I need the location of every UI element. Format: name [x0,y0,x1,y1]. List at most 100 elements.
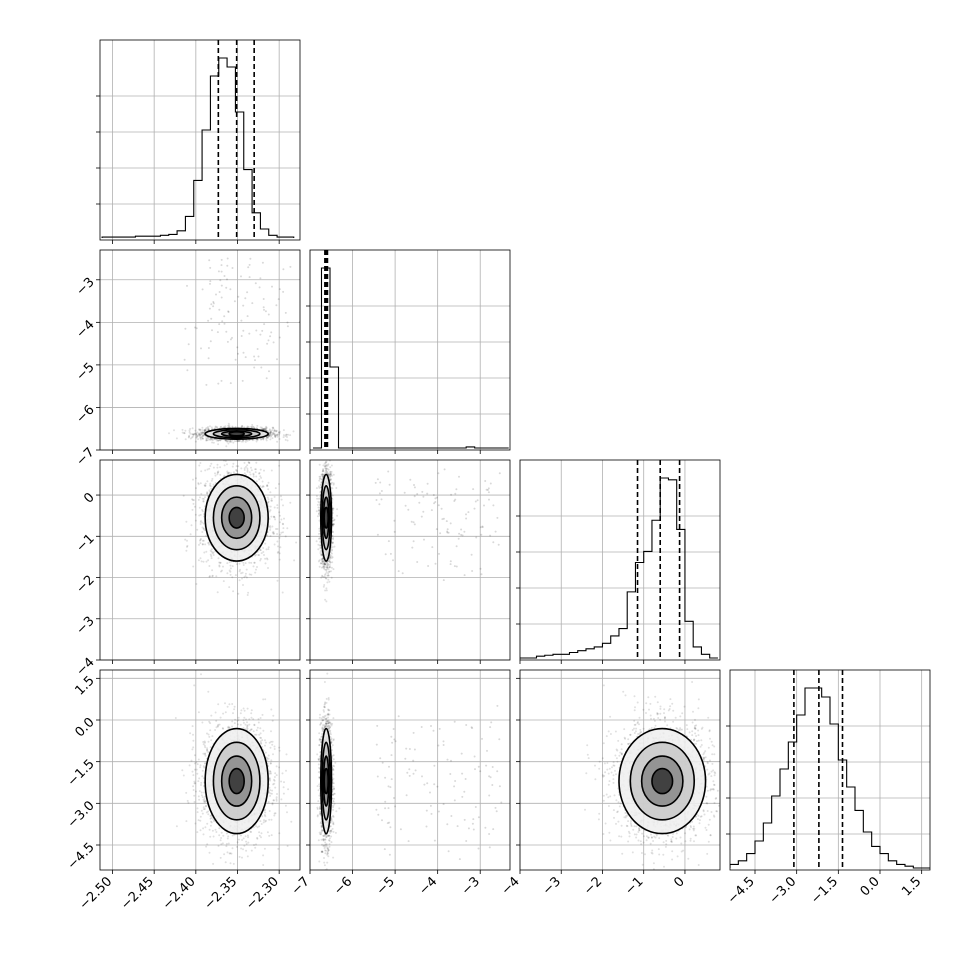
panel-frame [519,459,721,661]
sample-point [247,266,250,269]
sample-point [203,484,206,487]
contour-line [204,427,269,440]
sample-point [252,472,255,475]
sample-point [295,541,298,544]
sample-point [265,428,268,431]
contour-line [228,506,245,529]
sample-point [282,531,284,534]
sample-point [321,559,324,562]
sample-point [271,437,274,440]
sample-point [201,288,204,291]
sample-point [200,435,203,438]
sample-point [278,438,281,440]
sample-point [245,465,247,468]
sample-point [330,464,333,467]
sample-point [199,539,201,542]
sample-point [244,356,247,359]
sample-point [226,257,229,260]
sample-point [276,358,278,361]
sample-point [201,435,204,438]
sample-point [234,425,237,428]
sample-point [198,428,201,431]
sample-point [244,562,247,565]
sample-point [324,598,327,601]
sample-point [271,433,274,435]
sample-point [318,501,321,504]
sample-point [292,430,295,433]
sample-point [256,438,259,441]
sample-point [259,485,262,487]
sample-point [199,433,202,436]
sample-point [202,498,205,500]
sample-point [242,329,245,332]
sample-point [199,513,202,516]
sample-point [329,557,332,560]
sample-point [196,431,199,434]
sample-point [322,564,325,567]
sample-point [286,325,289,328]
sample-point [197,433,200,436]
sample-point [248,561,251,564]
sample-point [221,569,223,572]
sample-point [238,440,241,443]
sample-point [243,461,246,464]
sample-point [332,473,335,476]
sample-point [277,433,280,436]
sample-point [262,428,265,431]
sample-point [210,303,213,306]
sample-point [252,426,255,429]
sample-point [255,480,258,483]
sample-point [273,532,275,535]
sample-point [255,461,258,464]
sample-point [197,438,200,441]
sample-point [328,570,331,573]
sample-point [243,467,246,470]
sample-point [208,490,211,493]
sample-point [256,438,259,441]
sample-point [216,473,219,476]
sample-point [227,472,230,475]
sample-point [204,435,207,438]
sample-point [195,434,198,437]
sample-point [262,306,265,309]
sample-point [255,427,258,429]
sample-point [320,473,323,476]
sample-point [204,429,207,432]
sample-point [331,494,334,497]
sample-point [201,508,204,511]
sample-point [241,577,243,580]
sample-point [200,431,203,434]
sample-point [278,336,281,339]
sample-point [228,456,230,458]
sample-point [271,499,273,502]
sample-point [267,548,270,551]
sample-point [230,472,232,475]
sample-point [192,433,195,436]
sample-point [227,471,230,474]
sample-point [332,482,335,485]
sample-point [273,515,275,518]
sample-point [188,429,191,432]
sample-point [241,425,244,428]
sample-point [276,533,279,535]
sample-point [328,560,331,563]
sample-point [331,542,334,545]
sample-point [185,520,188,523]
sample-point [216,471,219,474]
sample-point [222,565,224,568]
sample-point [272,426,275,429]
sample-point [216,331,219,334]
sample-point [260,476,263,479]
panel-frame [99,39,301,241]
sample-point [259,549,262,552]
sample-point [255,553,257,556]
sample-point [318,477,321,480]
sample-point [260,366,263,369]
sample-point [199,431,202,434]
sample-point [269,335,272,338]
sample-point [242,561,245,564]
sample-point [268,428,271,431]
sample-point [270,331,273,334]
sample-point [220,270,223,273]
sample-point [329,556,331,559]
